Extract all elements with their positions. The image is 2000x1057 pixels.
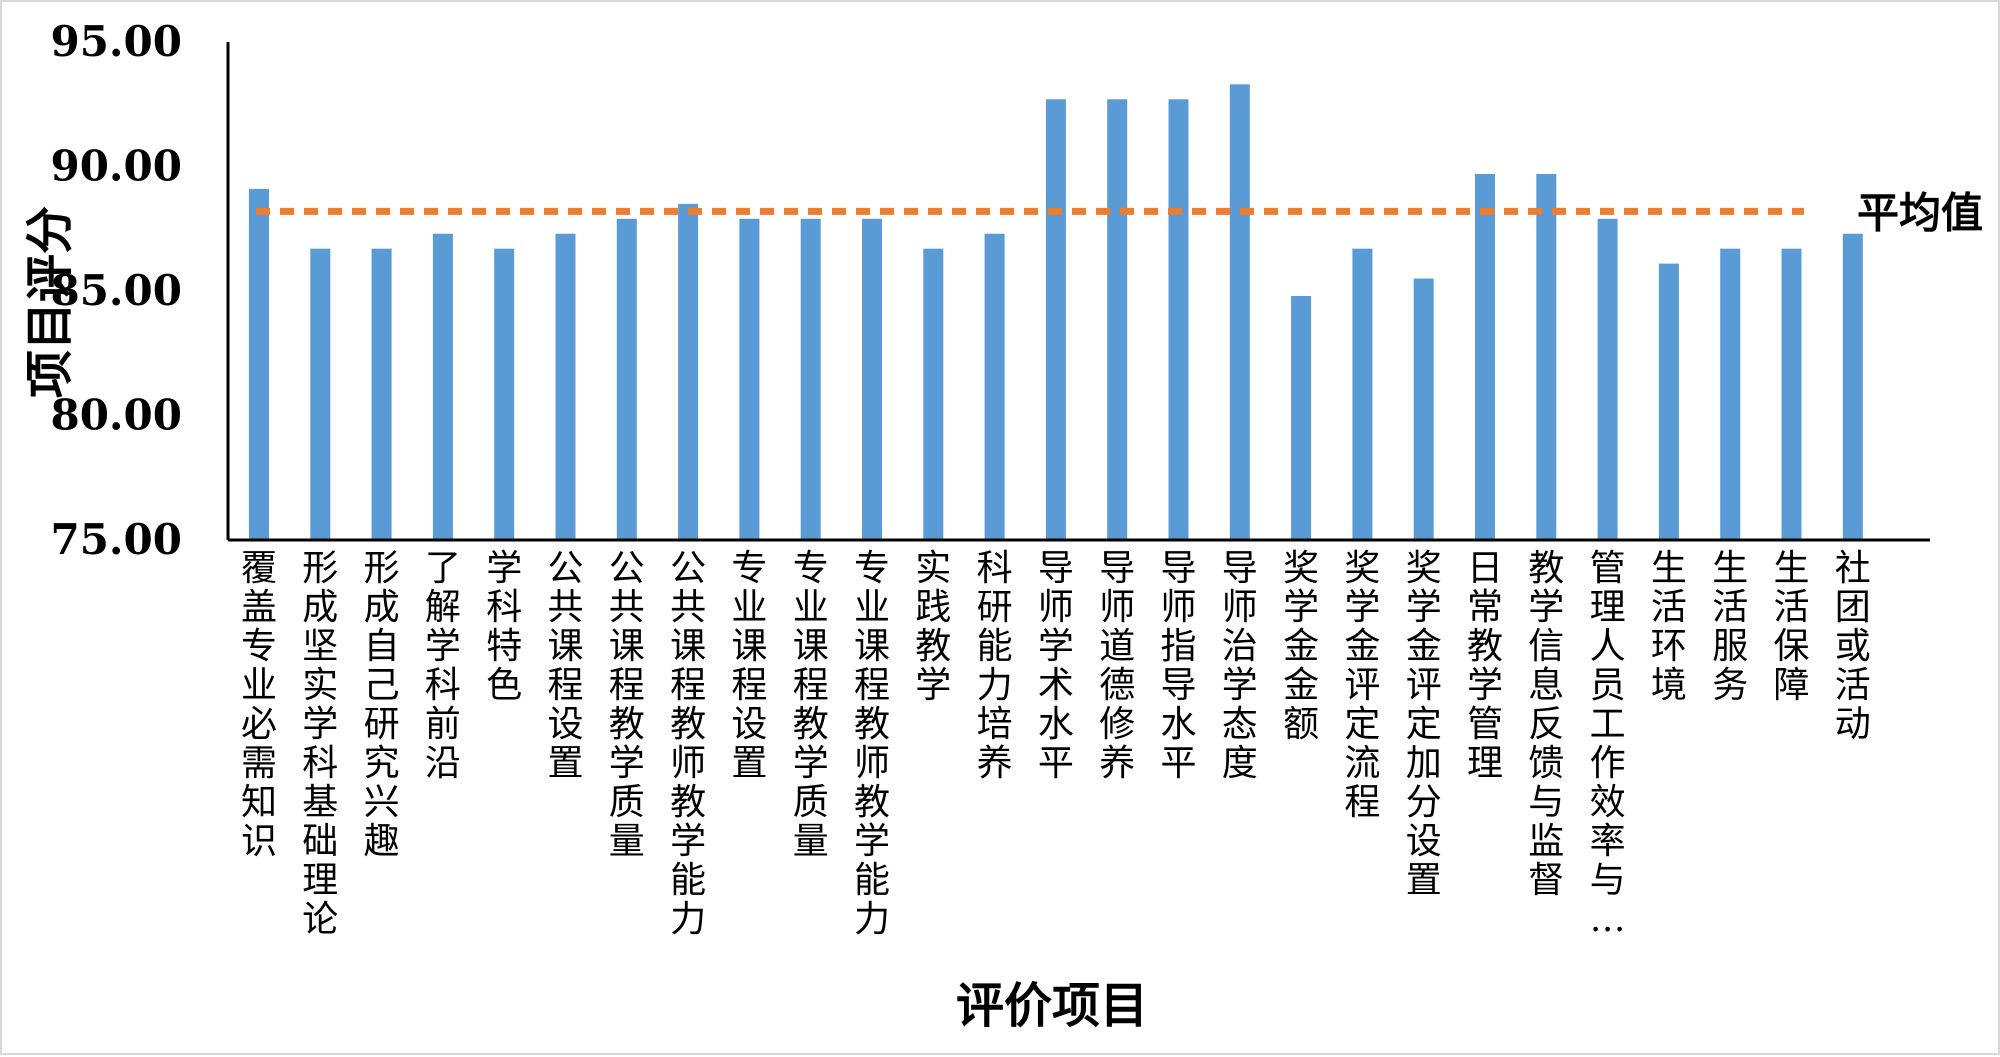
- x-tick-label: 专业课程教学质量: [793, 548, 829, 862]
- y-tick-label: 85.00: [50, 266, 182, 315]
- x-tick-label: 奖学金金额: [1283, 548, 1319, 745]
- x-tick-label: 教学信息反馈与监督: [1528, 548, 1564, 901]
- bar: [310, 248, 331, 541]
- x-tick-label: 奖学金评定流程: [1344, 548, 1380, 823]
- average-layer: 平均值: [256, 188, 1983, 237]
- bar: [1720, 248, 1741, 541]
- category-labels: 覆盖专业必需知识形成坚实学科基础理论形成自己研究兴趣了解学科前沿学科特色公共课程…: [241, 548, 1871, 940]
- bar: [1352, 248, 1373, 541]
- x-tick-label: 了解学科前沿: [425, 548, 461, 784]
- x-tick-label: 专业课程教师教学能力: [854, 548, 890, 940]
- y-tick-label: 90.00: [50, 142, 182, 191]
- x-tick-label: 形成坚实学科基础理论: [302, 548, 338, 940]
- bars-layer: [249, 84, 1863, 541]
- bar: [678, 203, 699, 540]
- bar: [1107, 99, 1128, 541]
- x-tick-label: 奖学金评定加分设置: [1406, 548, 1442, 901]
- x-tick-label: 公共课程教师教学能力: [670, 548, 706, 940]
- average-line-label: 平均值: [1857, 188, 1983, 237]
- bar: [1229, 84, 1250, 540]
- bar: [432, 233, 453, 541]
- bar: [1045, 99, 1066, 541]
- x-tick-label: 生活环境: [1651, 548, 1687, 706]
- x-tick-label: 学科特色: [486, 548, 522, 706]
- y-tick-label: 95.00: [50, 17, 182, 66]
- bar: [1475, 173, 1495, 540]
- x-tick-label: 管理人员工作效率与…: [1590, 548, 1626, 940]
- bar: [1413, 278, 1434, 540]
- bar: [249, 188, 269, 540]
- x-tick-label: 导师治学态度: [1222, 548, 1258, 784]
- bar: [1842, 233, 1863, 541]
- bar: [1658, 263, 1679, 540]
- y-tick-label: 80.00: [50, 391, 182, 440]
- y-axis-title: 项目评分: [22, 206, 78, 398]
- x-tick-label: 公共课程教学质量: [609, 548, 645, 862]
- x-tick-label: 导师道德修养: [1099, 548, 1135, 784]
- bar: [739, 218, 760, 541]
- bar: [1536, 173, 1557, 540]
- x-tick-label: 专业课程设置: [731, 548, 767, 784]
- x-tick-label: 生活服务: [1712, 548, 1748, 706]
- x-tick-label: 科研能力培养: [977, 548, 1013, 784]
- x-tick-label: 生活保障: [1773, 548, 1809, 706]
- bar: [555, 233, 576, 541]
- x-tick-label: 导师指导水平: [1160, 548, 1196, 784]
- x-tick-label: 形成自己研究兴趣: [364, 548, 400, 862]
- bar: [1291, 295, 1312, 540]
- x-tick-label: 覆盖专业必需知识: [241, 548, 277, 862]
- bar: [1168, 99, 1189, 541]
- x-tick-label: 公共课程设置: [547, 548, 583, 784]
- bar: [862, 218, 882, 541]
- x-tick-label: 实践教学: [915, 548, 951, 706]
- bar: [800, 218, 821, 541]
- x-tick-label: 导师学术水平: [1038, 548, 1074, 784]
- x-tick-label: 日常教学管理: [1467, 548, 1503, 784]
- x-tick-label: 社团或活动: [1835, 548, 1871, 745]
- y-tick-label: 75.00: [50, 515, 182, 564]
- y-tick-labels: 75.00 80.00 85.00 90.00 95.00: [50, 17, 182, 564]
- bar: [1597, 218, 1618, 541]
- bar: [984, 233, 1005, 541]
- x-axis-title: 评价项目: [956, 978, 1148, 1034]
- bar: [1781, 248, 1802, 541]
- bar: [494, 248, 515, 541]
- bar: [923, 248, 944, 541]
- bar: [371, 248, 392, 541]
- bar: [616, 218, 637, 541]
- axes-layer: [226, 42, 1930, 542]
